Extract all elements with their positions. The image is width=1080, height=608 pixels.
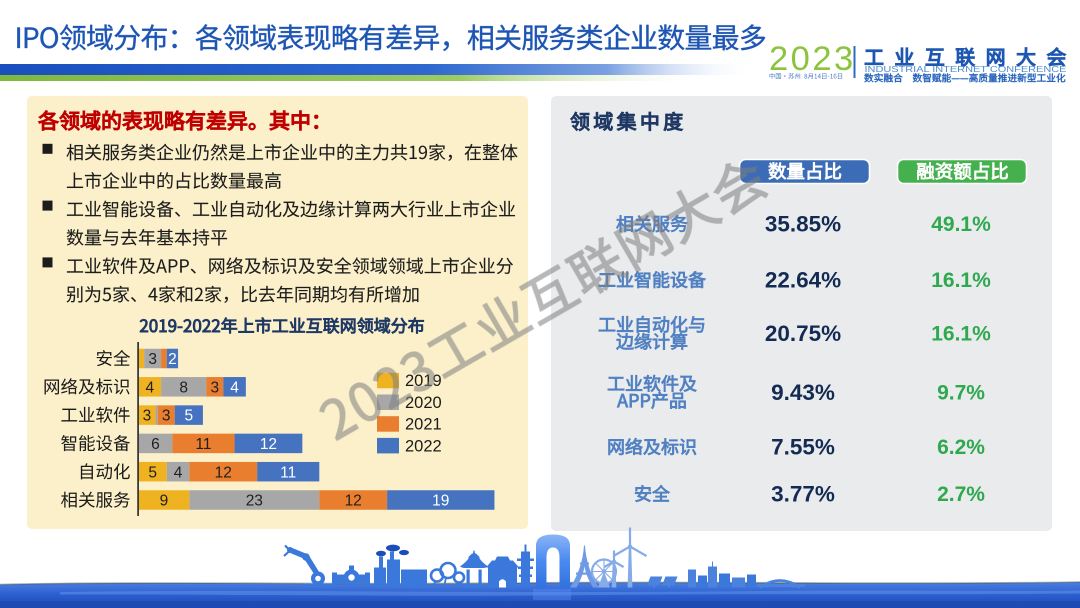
svg-text:2.7%: 2.7% [937, 483, 985, 506]
svg-text:9: 9 [160, 493, 169, 510]
svg-text:11: 11 [195, 436, 211, 453]
svg-text:3.77%: 3.77% [771, 482, 835, 507]
svg-text:19: 19 [432, 493, 449, 510]
svg-text:INDUSTRIAL INTERNET CONFERENCE: INDUSTRIAL INTERNET CONFERENCE [865, 64, 1068, 74]
svg-text:16.1%: 16.1% [931, 269, 991, 292]
svg-text:5: 5 [148, 464, 157, 481]
svg-text:2022: 2022 [405, 437, 442, 455]
svg-text:4: 4 [145, 379, 154, 396]
svg-text:2: 2 [168, 351, 177, 368]
svg-text:12: 12 [215, 464, 232, 481]
svg-text:4: 4 [230, 379, 239, 396]
svg-text:9.7%: 9.7% [937, 382, 985, 405]
svg-text:16.1%: 16.1% [931, 323, 991, 346]
svg-text:22.64%: 22.64% [765, 268, 841, 293]
svg-text:12: 12 [345, 493, 362, 510]
svg-text:11: 11 [280, 464, 296, 481]
svg-text:8: 8 [179, 379, 188, 396]
svg-text:3: 3 [162, 408, 171, 425]
svg-text:2023: 2023 [769, 40, 856, 78]
svg-text:9.43%: 9.43% [771, 380, 835, 405]
svg-text:7.55%: 7.55% [771, 435, 835, 460]
svg-text:2020: 2020 [405, 394, 442, 412]
svg-text:3: 3 [210, 379, 219, 396]
svg-text:23: 23 [246, 493, 263, 510]
svg-text:5: 5 [184, 408, 193, 425]
svg-text:6.2%: 6.2% [937, 436, 985, 459]
svg-text:3: 3 [143, 408, 152, 425]
svg-text:6: 6 [151, 436, 160, 453]
svg-text:3: 3 [148, 351, 157, 368]
svg-text:35.85%: 35.85% [765, 212, 841, 237]
svg-text:4: 4 [174, 464, 183, 481]
svg-text:12: 12 [260, 436, 277, 453]
svg-text:49.1%: 49.1% [931, 213, 991, 236]
svg-text:20.75%: 20.75% [765, 321, 841, 346]
svg-text:2021: 2021 [405, 416, 442, 434]
